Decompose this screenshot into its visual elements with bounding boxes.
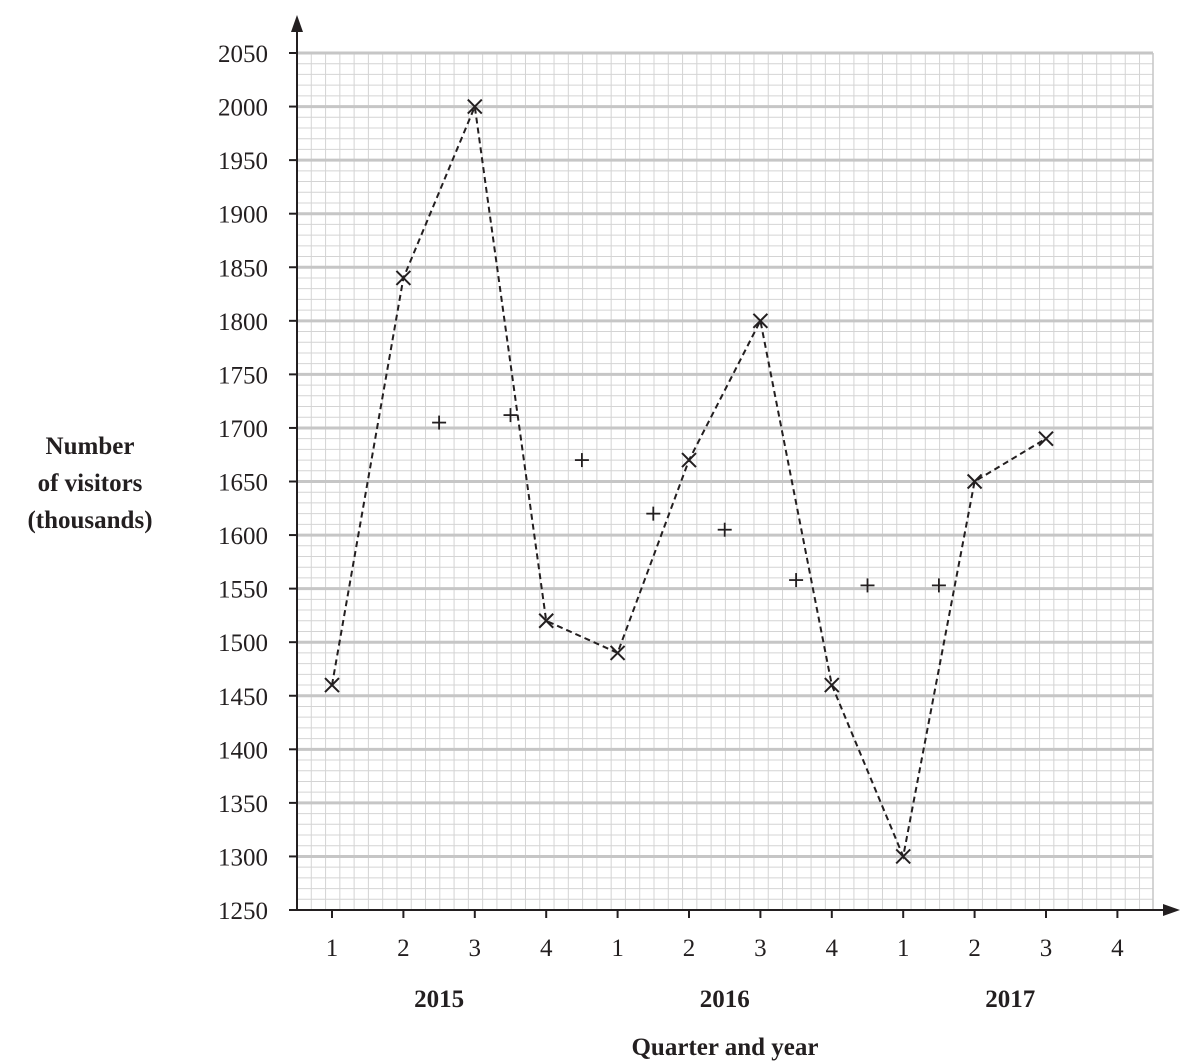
y-tick-label: 2000 xyxy=(218,95,268,122)
plus-marker xyxy=(932,578,946,592)
y-tick-label: 1350 xyxy=(218,791,268,818)
series-2 xyxy=(432,408,946,592)
plus-marker xyxy=(504,408,518,422)
x-axis-tick-labels: 1 2 3 4 1 2 3 4 1 2 3 4 xyxy=(326,935,1124,962)
x-axis-title: Quarter and year xyxy=(631,1034,818,1061)
y-tick-label: 1550 xyxy=(218,577,268,604)
x-tick-label: 2 xyxy=(683,935,696,962)
y-tick-label: 1250 xyxy=(218,898,268,925)
x-tick-label: 1 xyxy=(611,935,624,962)
y-axis-arrow xyxy=(291,15,303,32)
grid xyxy=(297,53,1153,910)
y-tick-label: 1300 xyxy=(218,844,268,871)
y-tick-label: 1750 xyxy=(218,362,268,389)
x-tick-label: 4 xyxy=(540,935,553,962)
plus-marker xyxy=(789,573,803,587)
x-tick-label: 2 xyxy=(397,935,410,962)
x-tick-label: 2 xyxy=(968,935,981,962)
year-label: 2015 xyxy=(414,986,464,1013)
y-tick-label: 1650 xyxy=(218,470,268,497)
plus-marker xyxy=(575,453,589,467)
y-tick-label: 1500 xyxy=(218,630,268,657)
x-tick-label: 4 xyxy=(1111,935,1124,962)
y-tick-label: 1850 xyxy=(218,255,268,282)
y-axis-title: Number of visitors (thousands) xyxy=(27,433,152,534)
y-tick-label: 1400 xyxy=(218,737,268,764)
y-tick-label: 1800 xyxy=(218,309,268,336)
plus-marker xyxy=(646,507,660,521)
y-tick-label: 1950 xyxy=(218,148,268,175)
y-tick-label: 1600 xyxy=(218,523,268,550)
y-axis-title-line: of visitors xyxy=(38,470,143,497)
y-axis-tick-labels: 1250 1300 1350 1400 1450 1500 1550 1600 1650 1700… xyxy=(218,41,268,925)
y-axis-title-line: Number xyxy=(46,433,135,460)
year-labels: 2015 2016 2017 xyxy=(414,986,1035,1013)
y-tick-label: 1700 xyxy=(218,416,268,443)
y-tick-label: 2050 xyxy=(218,41,268,68)
x-axis-arrow xyxy=(1163,904,1180,916)
x-tick-label: 3 xyxy=(754,935,767,962)
y-axis-title-line: (thousands) xyxy=(27,507,152,534)
x-tick-label: 1 xyxy=(326,935,339,962)
year-label: 2017 xyxy=(985,986,1035,1013)
x-tick-label: 1 xyxy=(897,935,910,962)
x-tick-label: 4 xyxy=(826,935,839,962)
y-tick-label: 1450 xyxy=(218,684,268,711)
y-tick-label: 1900 xyxy=(218,202,268,229)
axes xyxy=(289,15,1180,918)
x-tick-label: 3 xyxy=(1040,935,1053,962)
year-label: 2016 xyxy=(700,986,750,1013)
plus-marker xyxy=(861,578,875,592)
x-tick-label: 3 xyxy=(469,935,482,962)
